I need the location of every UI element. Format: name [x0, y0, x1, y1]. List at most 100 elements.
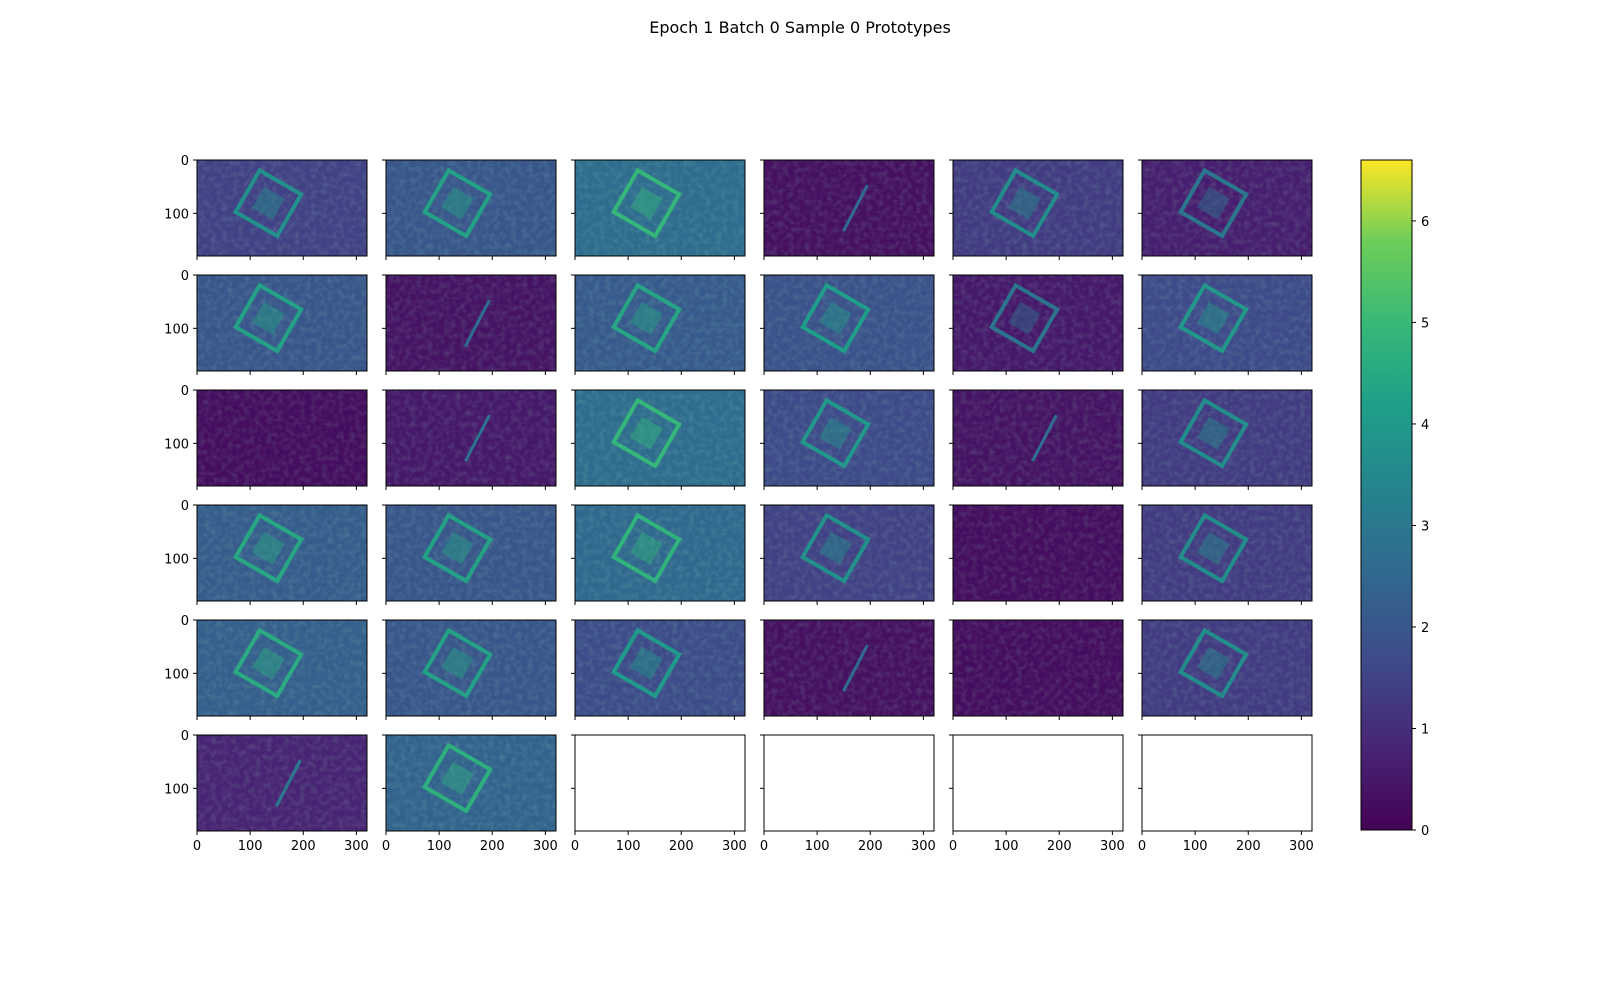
- heatmap-texture: [575, 390, 745, 486]
- y-tick-label: 100: [164, 322, 189, 337]
- y-tick-label: 0: [181, 154, 189, 169]
- axes-frame: [196, 619, 368, 717]
- heatmap-texture: [575, 505, 745, 601]
- heatmap-panel: [1138, 159, 1313, 260]
- heatmap-texture: [953, 160, 1123, 256]
- building-feature: [1177, 167, 1249, 239]
- colorbar-tick-label: 1: [1421, 722, 1429, 737]
- axes-frame: [763, 504, 935, 602]
- heatmap-panel: 0 100: [164, 384, 368, 490]
- building-core: [1008, 301, 1041, 335]
- heatmap-texture: [197, 160, 367, 256]
- axes-frame: [574, 619, 746, 717]
- heatmap-texture: [1142, 505, 1312, 601]
- heatmap-panel: 0 100: [164, 614, 368, 720]
- x-tick-label: 300: [1100, 839, 1125, 854]
- x-tick-label: 300: [344, 839, 369, 854]
- heatmap-panel: [382, 159, 557, 260]
- y-tick-label: 100: [164, 782, 189, 797]
- heatmap-panel: [382, 274, 557, 375]
- axes-frame: [952, 274, 1124, 372]
- building-core: [1197, 646, 1230, 680]
- heatmap-texture: [197, 505, 367, 601]
- building-core: [819, 416, 852, 450]
- heatmap-texture: [953, 505, 1123, 601]
- heatmap-texture: [764, 620, 934, 716]
- axes-frame: [763, 274, 935, 372]
- heatmap-texture: [953, 390, 1123, 486]
- colorbar-tick-label: 5: [1421, 316, 1429, 331]
- edge-feature: [1031, 414, 1058, 462]
- heatmap-panel: [760, 504, 935, 605]
- x-tick-label: 0: [571, 839, 579, 854]
- heatmap-texture: [1142, 620, 1312, 716]
- axes-frame: [763, 159, 935, 257]
- x-tick-label: 100: [616, 839, 641, 854]
- x-tick-label: 200: [1236, 839, 1261, 854]
- heatmap-panel: [1138, 504, 1313, 605]
- axes-frame: [574, 734, 746, 832]
- building-feature: [232, 167, 304, 239]
- building-core: [1197, 301, 1230, 335]
- heatmap-panel: [949, 619, 1124, 720]
- heatmap-texture: [386, 275, 556, 371]
- axes-frame: [1141, 734, 1313, 832]
- axes-frame: [952, 159, 1124, 257]
- colorbar-tick-label: 4: [1421, 418, 1429, 433]
- building-core: [441, 186, 474, 220]
- x-tick-label: 200: [480, 839, 505, 854]
- building-core: [1197, 416, 1230, 450]
- axes-frame: [952, 389, 1124, 487]
- building-feature: [232, 512, 304, 584]
- y-tick-label: 100: [164, 552, 189, 567]
- axes-frame: [196, 159, 368, 257]
- heatmap-panel: [760, 619, 935, 720]
- building-core: [630, 301, 663, 335]
- x-tick-label: 300: [1289, 839, 1314, 854]
- edge-feature: [464, 414, 491, 462]
- heatmap-panel: [949, 274, 1124, 375]
- building-core: [630, 531, 663, 565]
- heatmap-panel: [571, 389, 746, 490]
- x-tick-label: 100: [994, 839, 1019, 854]
- heatmap-panel: 0 100: [164, 499, 368, 605]
- heatmap-panel: 0 100: [164, 269, 368, 375]
- building-core: [252, 301, 285, 335]
- axes-frame: [1141, 504, 1313, 602]
- heatmap-texture: [386, 505, 556, 601]
- axes-frame: [1141, 159, 1313, 257]
- axes-frame: [385, 619, 557, 717]
- empty-panel: 0 100 200 300: [760, 734, 936, 854]
- heatmap-texture: [386, 160, 556, 256]
- building-core: [252, 646, 285, 680]
- heatmap-texture: [1142, 160, 1312, 256]
- heatmap-texture: [764, 505, 934, 601]
- axes-frame: [196, 389, 368, 487]
- heatmap-panel: [760, 389, 935, 490]
- building-core: [441, 646, 474, 680]
- x-tick-label: 300: [722, 839, 747, 854]
- heatmap-panel: [949, 389, 1124, 490]
- heatmap-panel: [949, 504, 1124, 605]
- building-feature: [421, 512, 493, 584]
- axes-frame: [196, 504, 368, 602]
- axes-frame: [1141, 274, 1313, 372]
- heatmap-texture: [197, 390, 367, 486]
- heatmap-panel: [1138, 274, 1313, 375]
- colorbar-gradient: [1361, 160, 1412, 830]
- y-tick-label: 0: [181, 269, 189, 284]
- heatmap-panel: [571, 274, 746, 375]
- colorbar-tick-label: 6: [1421, 215, 1429, 230]
- heatmap-texture: [953, 620, 1123, 716]
- x-tick-label: 200: [858, 839, 883, 854]
- figure-title: Epoch 1 Batch 0 Sample 0 Prototypes: [649, 18, 951, 37]
- axes-frame: [952, 504, 1124, 602]
- heatmap-panel: [949, 159, 1124, 260]
- building-feature: [610, 397, 682, 469]
- heatmap-texture: [1142, 275, 1312, 371]
- x-tick-label: 100: [805, 839, 830, 854]
- building-core: [252, 531, 285, 565]
- x-tick-label: 200: [291, 839, 316, 854]
- x-tick-label: 100: [238, 839, 263, 854]
- axes-frame: [574, 389, 746, 487]
